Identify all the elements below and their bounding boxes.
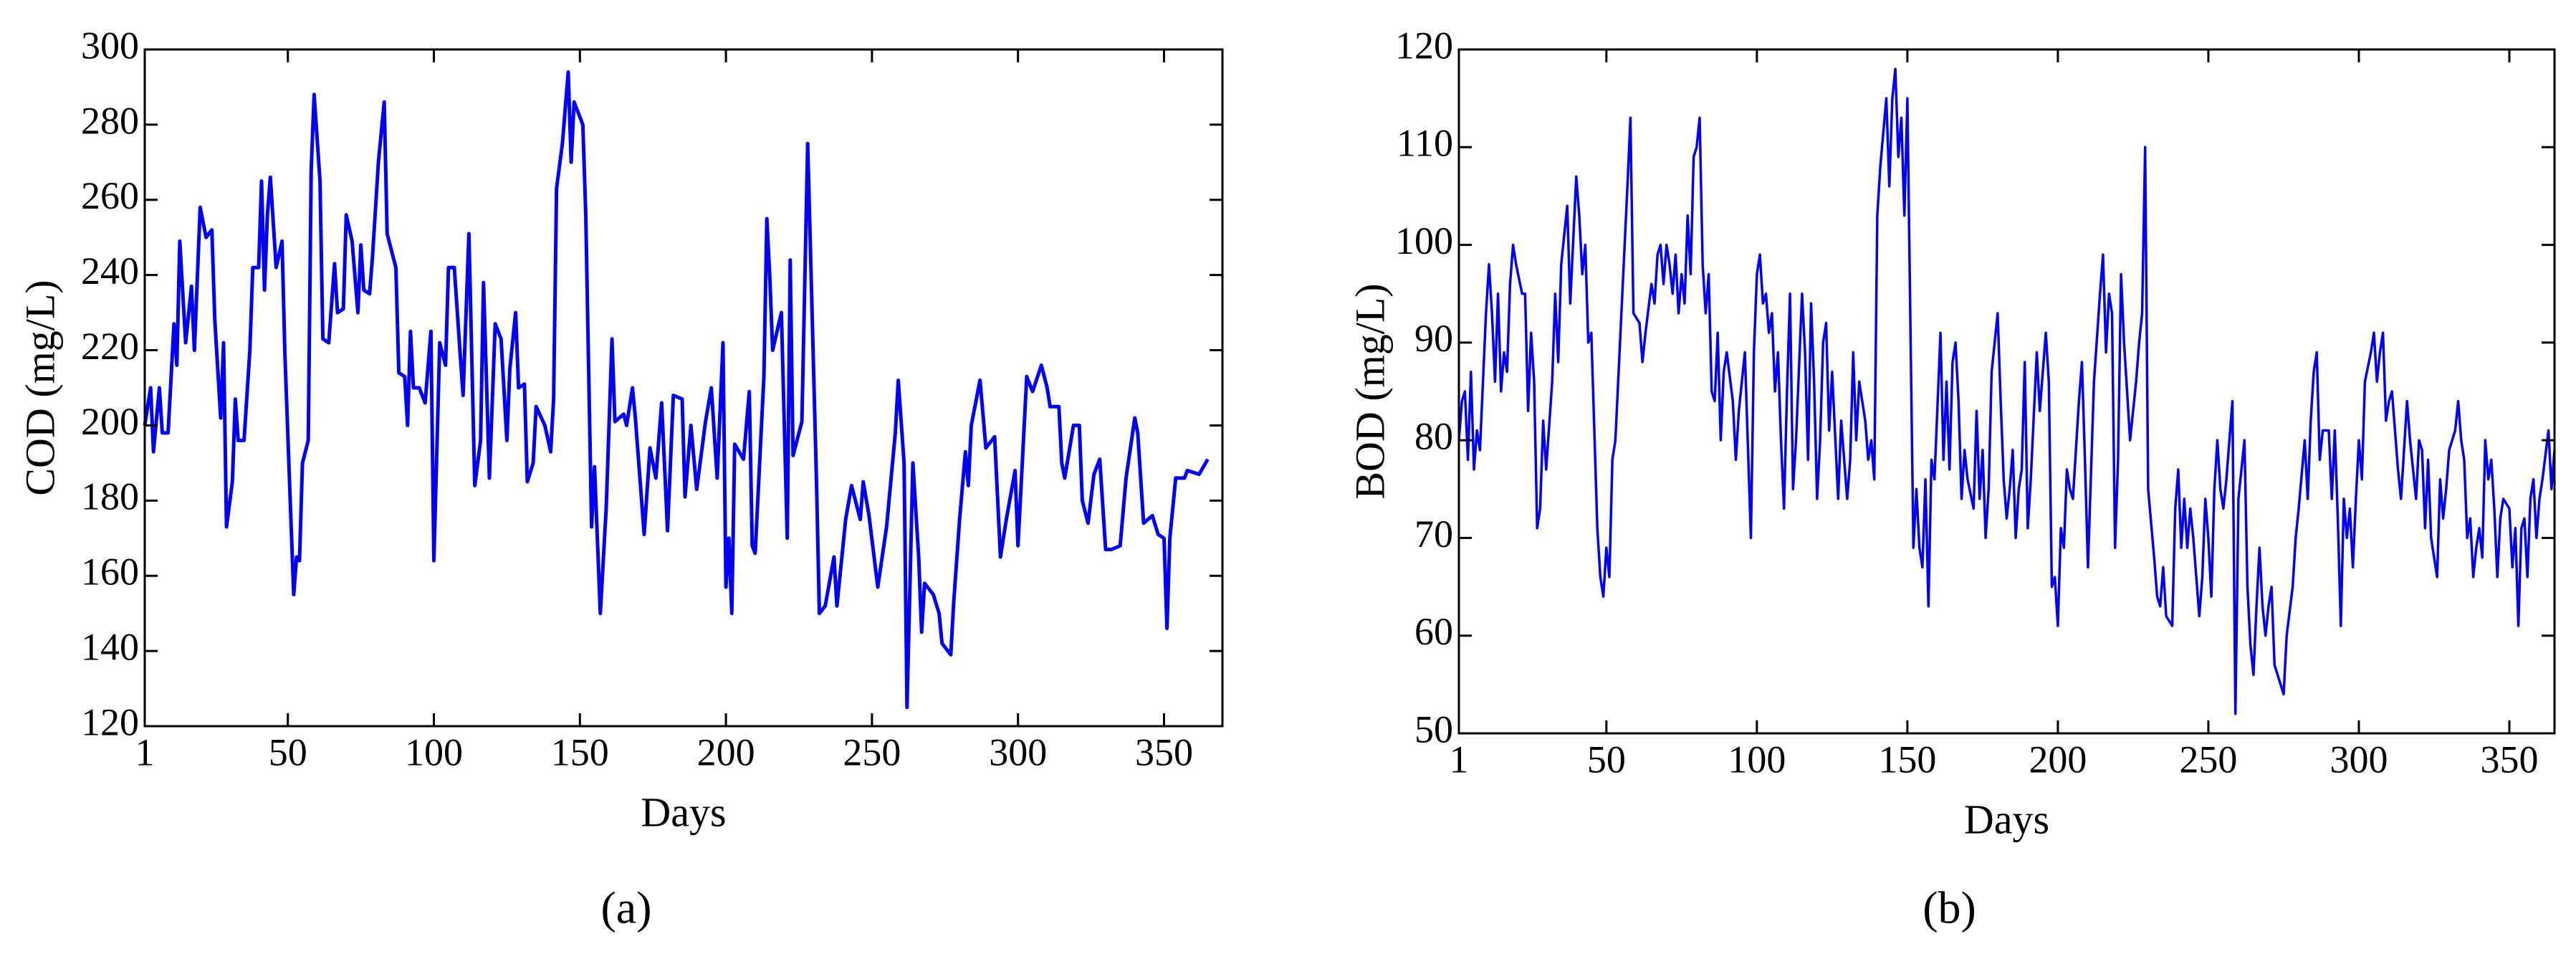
plot-frame: [143, 48, 1224, 728]
y-tick-label: 240: [81, 249, 139, 292]
y-tick-label: 140: [81, 626, 139, 669]
y-tick-label: 90: [1414, 317, 1453, 360]
x-tick-label: 350: [1135, 730, 1193, 773]
data-line: [143, 70, 1210, 710]
y-tick-label: 120: [1395, 24, 1453, 67]
x-axis-title: Days: [641, 789, 726, 835]
panel-label: (b): [1923, 882, 1976, 933]
y-tick-label: 50: [1414, 708, 1453, 751]
x-axis-title: Days: [1964, 796, 2049, 842]
x-tick-label: 300: [2330, 738, 2388, 781]
x-tick-label: 250: [843, 730, 901, 773]
panel-label: (a): [600, 882, 651, 933]
y-tick-label: 60: [1414, 610, 1453, 653]
x-tick-label: 100: [1728, 738, 1786, 781]
y-tick-label: 110: [1397, 122, 1453, 165]
x-tick-label: 1: [1450, 738, 1469, 781]
plot-frame: [1457, 48, 2556, 735]
y-tick-label: 280: [81, 99, 139, 142]
x-tick-label: 200: [2029, 738, 2087, 781]
x-tick-label: 50: [1587, 738, 1626, 781]
y-tick-label: 160: [81, 551, 139, 594]
y-axis-title: COD (mg/L): [16, 280, 63, 495]
x-tick-label: 300: [989, 730, 1047, 773]
y-tick-label: 120: [81, 700, 139, 743]
x-tick-label: 150: [551, 730, 609, 773]
x-tick-label: 350: [2480, 738, 2538, 781]
y-tick-label: 260: [81, 174, 139, 217]
y-tick-label: 70: [1414, 513, 1453, 556]
x-tick-label: 200: [697, 730, 755, 773]
x-tick-label: 250: [2179, 738, 2237, 781]
y-tick-label: 200: [81, 400, 139, 443]
y-axis-title: BOD (mg/L): [1346, 283, 1393, 499]
y-tick-label: 80: [1414, 415, 1453, 458]
x-tick-label: 50: [269, 730, 307, 773]
y-tick-label: 220: [81, 325, 139, 368]
x-tick-label: 100: [405, 730, 463, 773]
y-tick-label: 180: [81, 475, 139, 518]
y-tick-label: 300: [81, 24, 139, 67]
y-tick-label: 100: [1395, 219, 1453, 262]
data-line: [1457, 67, 2556, 715]
x-tick-label: 1: [135, 730, 155, 773]
x-tick-label: 150: [1878, 738, 1936, 781]
